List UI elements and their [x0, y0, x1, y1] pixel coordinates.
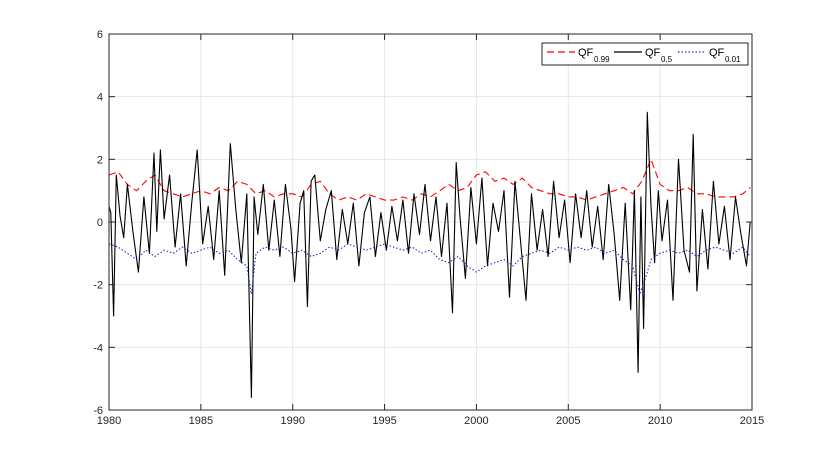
- series-line-qf001: [108, 243, 751, 295]
- x-tick-label: 1985: [189, 415, 213, 427]
- y-tick-label: 4: [97, 92, 103, 104]
- legend-subscript-qf001: 0.01: [725, 55, 741, 64]
- legend-label-qf05: QF: [645, 47, 661, 59]
- x-tick-label: 2000: [464, 415, 488, 427]
- series-line-qf099: [108, 158, 751, 201]
- series-line-qf05: [108, 111, 751, 399]
- y-tick-label: 6: [97, 29, 103, 41]
- x-tick-label: 2005: [556, 415, 580, 427]
- legend-box: [541, 42, 749, 66]
- y-tick-label: -4: [93, 342, 103, 354]
- y-tick-label: -2: [93, 280, 103, 292]
- legend-subscript-qf099: 0.99: [594, 55, 610, 64]
- x-tick-label: 2010: [648, 415, 672, 427]
- x-tick-label: 2015: [740, 415, 764, 427]
- x-tick-label: 1995: [372, 415, 396, 427]
- legend-label-qf001: QF: [709, 47, 725, 59]
- y-tick-label: 2: [97, 154, 103, 166]
- ticks: 1980 1985 1990 1995 2000 2005 2010 2015 -6 -4 -2 0 2…: [93, 29, 764, 427]
- x-tick-label: 1980: [97, 415, 121, 427]
- x-tick-label: 1990: [280, 415, 304, 427]
- series-layer: [108, 111, 751, 399]
- y-tick-label: 0: [97, 217, 103, 229]
- y-tick-label: -6: [93, 405, 103, 417]
- legend-label-qf099: QF: [578, 47, 594, 59]
- legend-subscript-qf05: 0.5: [661, 55, 673, 64]
